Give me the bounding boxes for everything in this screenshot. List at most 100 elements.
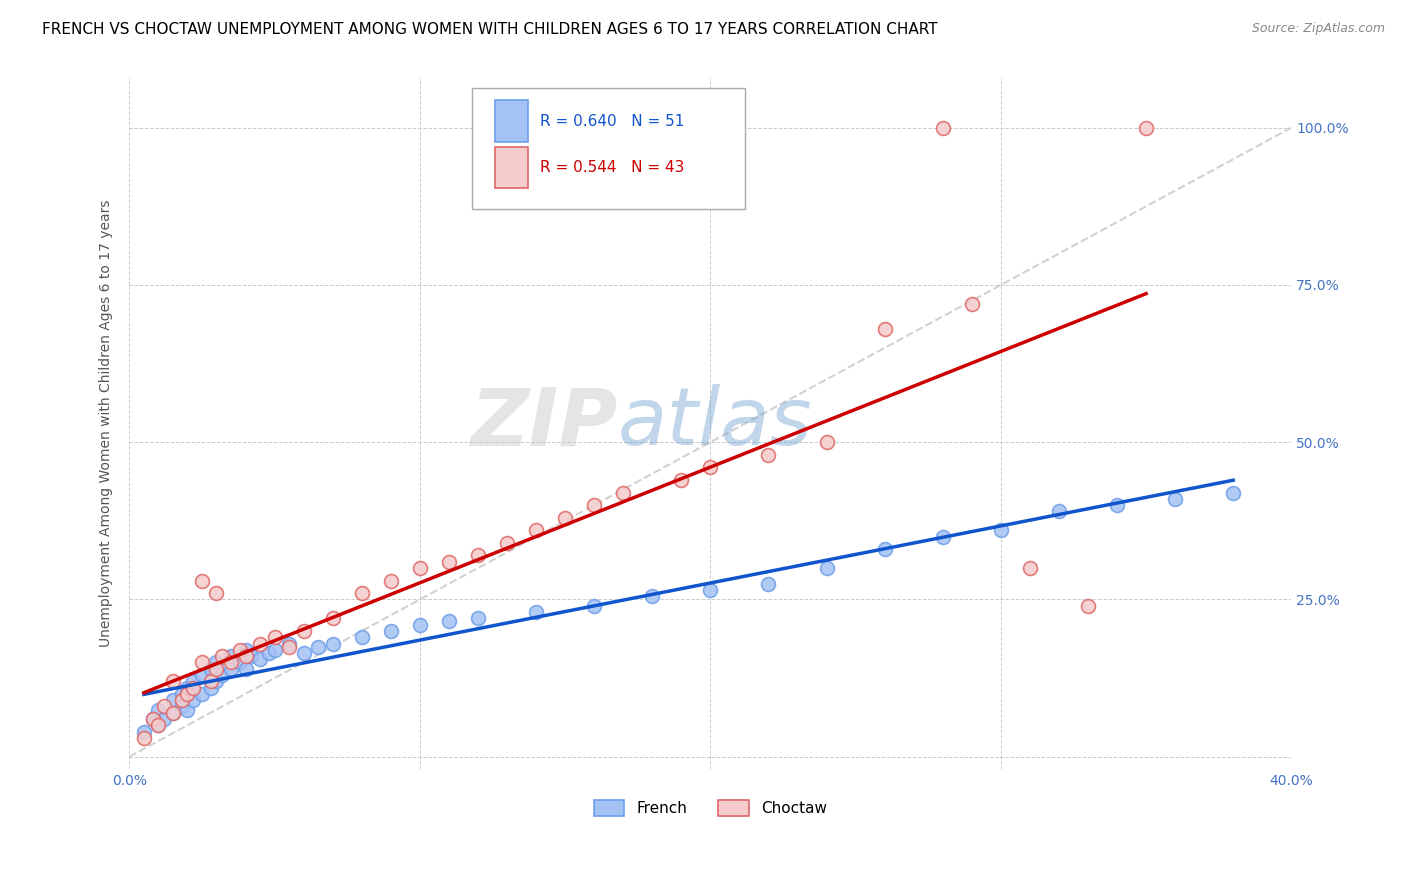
Point: [873, 322, 896, 336]
Point: [1222, 485, 1244, 500]
FancyBboxPatch shape: [495, 100, 527, 142]
Point: [524, 605, 547, 619]
Point: [162, 693, 184, 707]
Text: R = 0.544   N = 43: R = 0.544 N = 43: [540, 160, 683, 175]
FancyBboxPatch shape: [472, 87, 745, 209]
Point: [307, 640, 329, 654]
Point: [235, 642, 257, 657]
Point: [322, 636, 344, 650]
Point: [162, 706, 184, 720]
Point: [758, 576, 780, 591]
Point: [132, 731, 155, 745]
Point: [1047, 504, 1070, 518]
Point: [467, 611, 489, 625]
Point: [200, 681, 222, 695]
Point: [1018, 561, 1040, 575]
Point: [1077, 599, 1099, 613]
Point: [219, 662, 242, 676]
Point: [583, 498, 606, 512]
Point: [641, 590, 664, 604]
Point: [815, 435, 838, 450]
Point: [153, 712, 176, 726]
Point: [132, 724, 155, 739]
Point: [249, 636, 271, 650]
Point: [200, 674, 222, 689]
Point: [191, 574, 214, 588]
Y-axis label: Unemployment Among Women with Children Ages 6 to 17 years: Unemployment Among Women with Children A…: [100, 200, 114, 647]
Point: [191, 656, 214, 670]
Point: [496, 536, 519, 550]
Point: [263, 642, 285, 657]
Point: [181, 681, 204, 695]
Point: [205, 662, 228, 676]
Point: [932, 530, 955, 544]
Point: [162, 674, 184, 689]
Point: [467, 549, 489, 563]
Point: [437, 615, 460, 629]
Point: [162, 706, 184, 720]
Point: [170, 699, 193, 714]
Point: [873, 542, 896, 557]
Point: [758, 448, 780, 462]
FancyBboxPatch shape: [495, 146, 527, 188]
Point: [409, 617, 432, 632]
Point: [583, 599, 606, 613]
Point: [350, 630, 373, 644]
Point: [249, 652, 271, 666]
Point: [409, 561, 432, 575]
Text: FRENCH VS CHOCTAW UNEMPLOYMENT AMONG WOMEN WITH CHILDREN AGES 6 TO 17 YEARS CORR: FRENCH VS CHOCTAW UNEMPLOYMENT AMONG WOM…: [42, 22, 938, 37]
Point: [380, 574, 402, 588]
Point: [437, 555, 460, 569]
Point: [181, 674, 204, 689]
Point: [292, 624, 315, 638]
Point: [153, 699, 176, 714]
Text: R = 0.640   N = 51: R = 0.640 N = 51: [540, 113, 683, 128]
Point: [960, 297, 983, 311]
Point: [191, 668, 214, 682]
Point: [181, 693, 204, 707]
Point: [671, 473, 693, 487]
Point: [278, 640, 301, 654]
Point: [205, 586, 228, 600]
Point: [524, 524, 547, 538]
Point: [240, 649, 263, 664]
Point: [142, 712, 165, 726]
Point: [148, 718, 170, 732]
Point: [932, 120, 955, 135]
Point: [235, 649, 257, 664]
Legend: French, Choctaw: French, Choctaw: [586, 793, 835, 824]
Point: [205, 656, 228, 670]
Point: [176, 687, 198, 701]
Point: [257, 646, 280, 660]
Point: [990, 524, 1012, 538]
Point: [1105, 498, 1128, 512]
Point: [170, 693, 193, 707]
Point: [176, 702, 198, 716]
Point: [322, 611, 344, 625]
Point: [228, 642, 250, 657]
Point: [350, 586, 373, 600]
Point: [205, 674, 228, 689]
Point: [699, 582, 721, 597]
Point: [142, 712, 165, 726]
Text: atlas: atlas: [617, 384, 813, 462]
Point: [815, 561, 838, 575]
Point: [263, 630, 285, 644]
Point: [699, 460, 721, 475]
Point: [191, 687, 214, 701]
Text: Source: ZipAtlas.com: Source: ZipAtlas.com: [1251, 22, 1385, 36]
Point: [176, 681, 198, 695]
Point: [219, 656, 242, 670]
Point: [554, 510, 576, 524]
Point: [211, 668, 233, 682]
Point: [219, 649, 242, 664]
Point: [380, 624, 402, 638]
Point: [235, 662, 257, 676]
Point: [211, 649, 233, 664]
Point: [278, 636, 301, 650]
Text: ZIP: ZIP: [470, 384, 617, 462]
Point: [228, 656, 250, 670]
Point: [1164, 491, 1187, 506]
Point: [200, 662, 222, 676]
Point: [292, 646, 315, 660]
